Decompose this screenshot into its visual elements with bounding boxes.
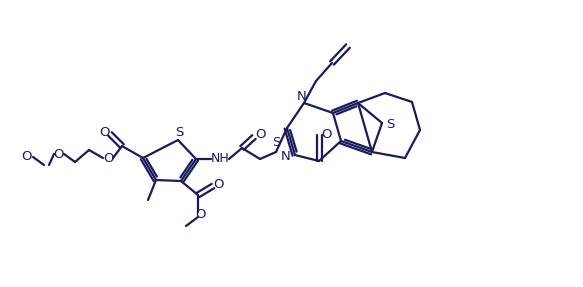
Text: NH: NH xyxy=(210,152,229,166)
Text: S: S xyxy=(175,125,183,139)
Text: S: S xyxy=(272,137,280,150)
Text: S: S xyxy=(386,119,394,131)
Text: N: N xyxy=(281,150,291,164)
Text: O: O xyxy=(196,208,206,222)
Text: O: O xyxy=(21,150,31,164)
Text: O: O xyxy=(255,129,265,141)
Text: O: O xyxy=(214,177,224,191)
Text: N: N xyxy=(297,90,307,102)
Text: O: O xyxy=(103,152,113,164)
Text: O: O xyxy=(322,129,332,141)
Text: O: O xyxy=(99,125,109,139)
Text: O: O xyxy=(54,148,64,160)
